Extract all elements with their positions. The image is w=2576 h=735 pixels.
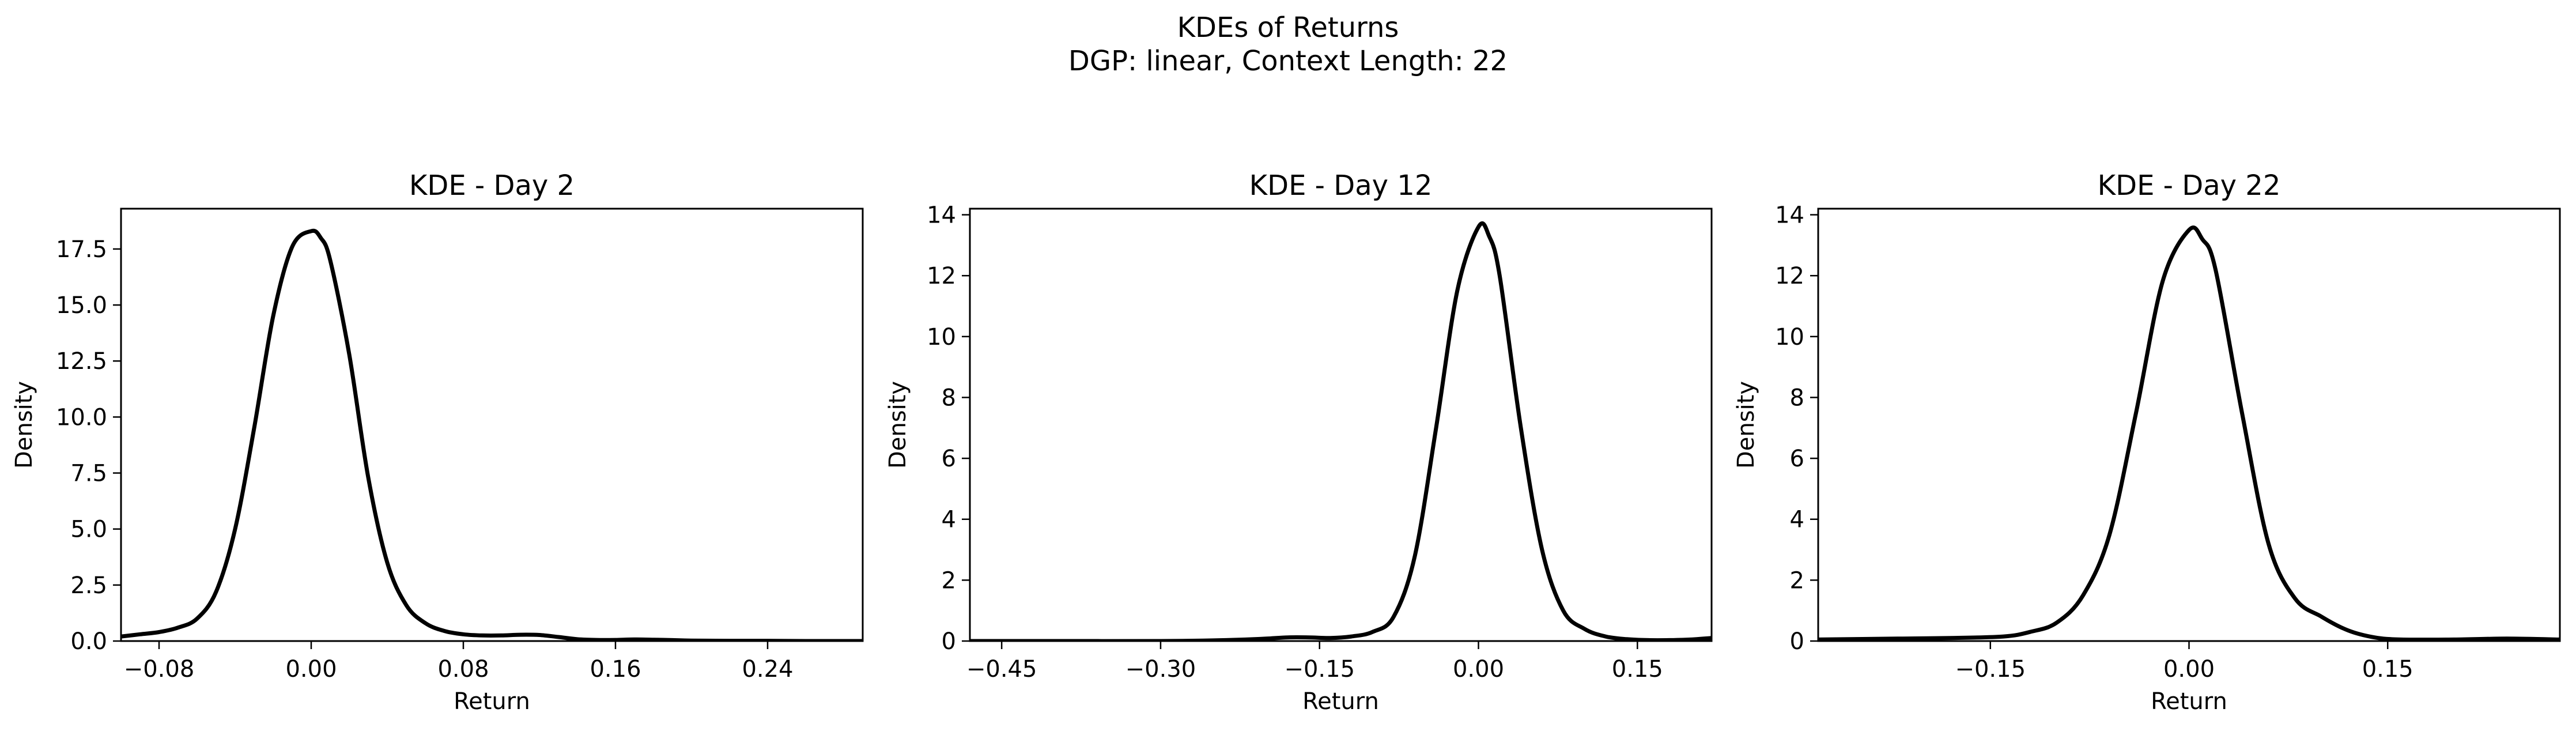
y-tick-label: 10 [1775, 324, 1804, 350]
y-tick-label: 4 [1790, 507, 1804, 533]
y-axis-label: Density [885, 381, 911, 469]
x-tick-label: 0.00 [285, 656, 337, 683]
x-tick-label: −0.08 [124, 656, 195, 683]
x-axis-label: Return [454, 688, 530, 715]
y-tick-label: 10.0 [56, 404, 107, 431]
x-tick-label: 0.00 [2163, 656, 2215, 683]
y-tick-label: 2 [942, 567, 956, 594]
y-tick-label: 12 [1775, 263, 1804, 289]
kde-panel-day-12: −0.45 −0.30 −0.15 0.00 0.15 0 2 4 6 8 10 12 14 KDE - … [885, 169, 1713, 715]
y-tick-label: 6 [1790, 446, 1804, 472]
x-tick-label: −0.30 [1125, 656, 1196, 683]
x-tick-label: −0.45 [966, 656, 1037, 683]
x-tick-label: 0.15 [1612, 656, 1663, 683]
kde-curve [121, 228, 863, 641]
x-tick-label: 0.24 [742, 656, 793, 683]
x-axis-label: Return [1302, 688, 1379, 715]
x-tick-label: −0.15 [1284, 656, 1355, 683]
y-tick-label: 7.5 [70, 461, 107, 487]
y-tick-label: 0 [1790, 628, 1804, 655]
y-tick-label: 8 [942, 385, 956, 411]
y-tick-label: 4 [942, 507, 956, 533]
plot-frame [1817, 208, 2561, 642]
x-tick-label: 0.08 [437, 656, 489, 683]
x-tick-label: 0.15 [2362, 656, 2413, 683]
y-tick-label: 6 [942, 446, 956, 472]
y-tick-label: 10 [927, 324, 956, 350]
y-tick-label: 12 [927, 263, 956, 289]
y-tick-label: 15.0 [56, 292, 107, 319]
y-tick-label: 17.5 [56, 236, 107, 263]
x-tick-label: 0.00 [1453, 656, 1504, 683]
kde-curve [1818, 225, 2560, 641]
y-tick-label: 0.0 [70, 628, 107, 655]
panel-title: KDE - Day 22 [2098, 169, 2281, 202]
panel-title: KDE - Day 12 [1249, 169, 1433, 202]
kde-curve [970, 221, 1712, 641]
y-tick-label: 8 [1790, 385, 1804, 411]
figure-subtitle: DGP: linear, Context Length: 22 [1068, 45, 1508, 77]
figure-title: KDEs of Returns [1177, 12, 1399, 44]
y-axis-label: Density [1733, 381, 1759, 469]
x-axis-label: Return [2151, 688, 2227, 715]
panel-title: KDE - Day 2 [409, 169, 575, 202]
y-tick-label: 0 [942, 628, 956, 655]
y-tick-label: 2 [1790, 567, 1804, 594]
y-tick-label: 2.5 [70, 572, 107, 599]
y-tick-label: 14 [1775, 202, 1804, 229]
y-tick-label: 5.0 [70, 517, 107, 543]
kde-panel-day-2: −0.08 0.00 0.08 0.16 0.24 0.0 2.5 5.0 7.5 10.0 12.… [11, 169, 864, 715]
y-axis-label: Density [11, 381, 37, 469]
plot-frame [969, 208, 1713, 642]
y-tick-label: 14 [927, 202, 956, 229]
x-tick-label: −0.15 [1955, 656, 2026, 683]
y-tick-label: 12.5 [56, 348, 107, 375]
x-tick-label: 0.16 [590, 656, 641, 683]
kde-panel-day-22: −0.15 0.00 0.15 0 2 4 6 8 10 12 14 KDE - Day 22 Retu… [1733, 169, 2561, 715]
plot-frame [120, 208, 864, 642]
